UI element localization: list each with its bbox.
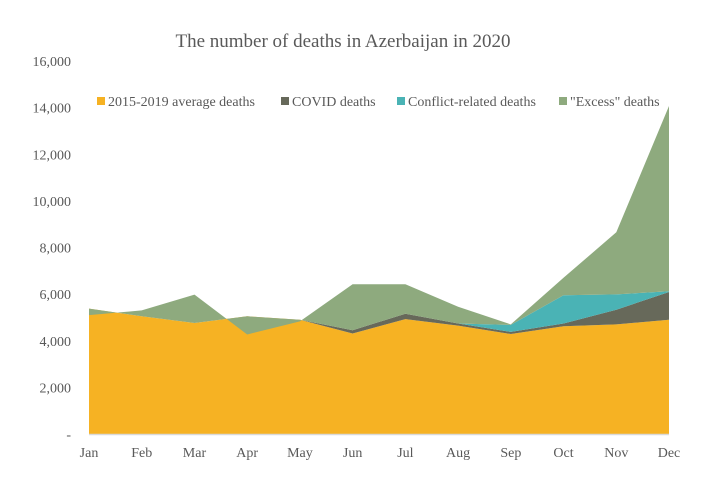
y-tick-label: 16,000	[33, 55, 72, 70]
x-tick-label: May	[287, 446, 313, 461]
y-tick-label: 4,000	[40, 335, 72, 350]
x-tick-label: Oct	[553, 446, 573, 461]
y-tick-label: 10,000	[33, 195, 72, 210]
x-axis: Jan Feb Mar Apr May Jun Jul Aug Sep Oct Nov Dec	[80, 446, 681, 461]
y-tick-label: 8,000	[40, 242, 72, 257]
legend: 2015-2019 average deaths COVID deaths Co…	[97, 95, 660, 110]
x-tick-label: Aug	[446, 446, 470, 461]
chart-title: The number of deaths in Azerbaijan in 20…	[175, 31, 510, 52]
legend-label-covid: COVID deaths	[292, 95, 376, 110]
x-tick-label: Jul	[397, 446, 413, 461]
y-tick-label: 14,000	[33, 102, 72, 117]
x-tick-label: Dec	[658, 446, 681, 461]
legend-label-average: 2015-2019 average deaths	[108, 95, 255, 110]
legend-label-excess: "Excess" deaths	[570, 95, 660, 110]
x-tick-label: Jan	[80, 446, 99, 461]
y-tick-label: 2,000	[40, 381, 72, 396]
y-tick-label: 12,000	[33, 148, 72, 163]
legend-label-conflict: Conflict-related deaths	[408, 95, 536, 110]
y-tick-label: 6,000	[40, 288, 72, 303]
plot-areas	[89, 106, 669, 434]
legend-swatch-excess	[559, 97, 567, 105]
area-2015-2019-average-deaths	[89, 308, 669, 434]
x-tick-label: Apr	[236, 446, 258, 461]
x-tick-label: Nov	[604, 446, 628, 461]
legend-swatch-covid	[281, 97, 289, 105]
y-tick-label: -	[66, 428, 71, 443]
area-conflict-related-deaths	[89, 291, 669, 332]
area-covid-deaths	[89, 292, 669, 334]
x-tick-label: Mar	[183, 446, 207, 461]
x-tick-label: Jun	[343, 446, 362, 461]
area-excess-deaths	[89, 106, 669, 335]
x-tick-label: Feb	[131, 446, 152, 461]
x-tick-label: Sep	[500, 446, 521, 461]
y-axis: - 2,000 4,000 6,000 8,000 10,000 12,000 14,000 1…	[33, 55, 72, 443]
legend-swatch-average	[97, 97, 105, 105]
legend-swatch-conflict	[397, 97, 405, 105]
